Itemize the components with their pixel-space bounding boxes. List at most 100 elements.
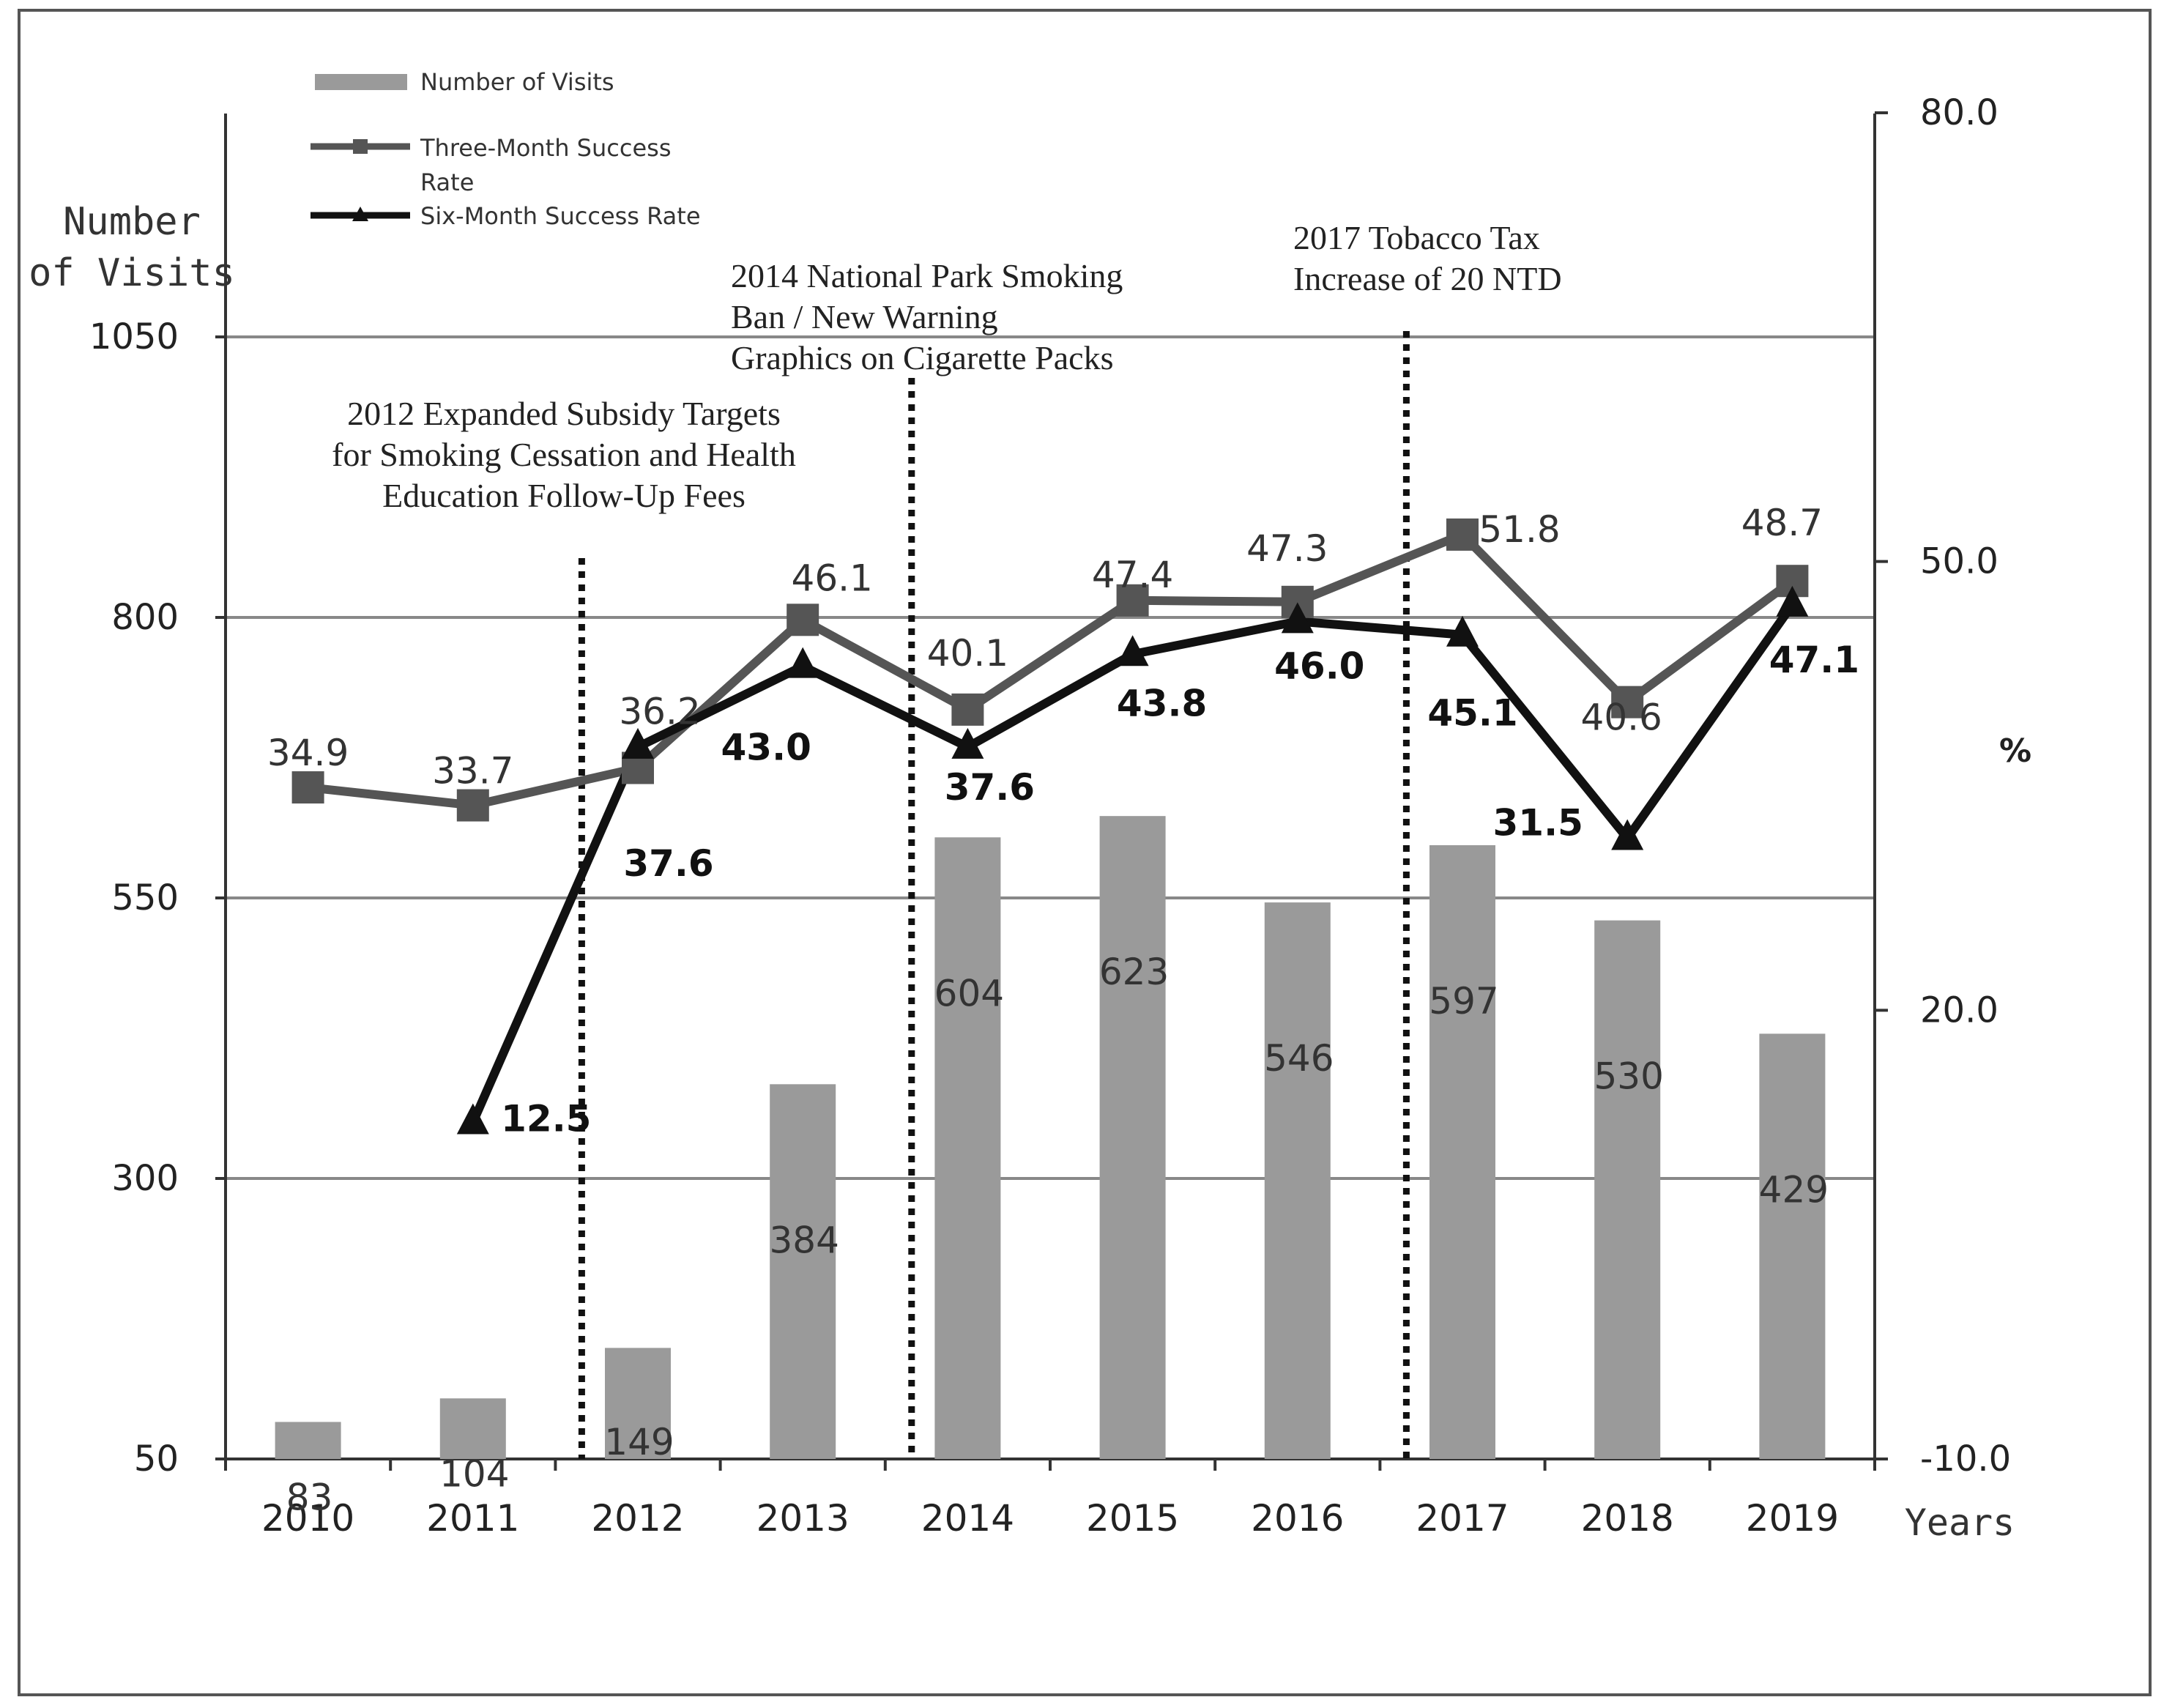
legend-marker-square-icon <box>353 139 368 154</box>
legend-label-three-month-line1: Three-Month Success <box>420 134 671 162</box>
visits-bar <box>1594 920 1661 1459</box>
x-axis-tick-label: 2018 <box>1581 1497 1674 1540</box>
visits-bar-label: 604 <box>934 972 1004 1014</box>
three-month-rate-label: 36.2 <box>619 690 700 732</box>
three-month-rate-label: 34.9 <box>267 732 349 774</box>
three-month-rate-point <box>456 789 489 822</box>
event-annotation-text: for Smoking Cessation and Health <box>332 436 796 473</box>
three-month-rate-point <box>787 604 819 636</box>
six-month-rate-label: 37.6 <box>623 842 713 885</box>
legend-swatch-visits <box>315 74 407 90</box>
visits-bar-label: 104 <box>439 1452 509 1495</box>
legend-label-six-month: Six-Month Success Rate <box>420 202 701 230</box>
x-axis-title: Years <box>1905 1501 2015 1544</box>
six-month-rate-label: 31.5 <box>1493 801 1583 844</box>
visits-bar <box>934 837 1001 1459</box>
left-axis-tick-label: 550 <box>111 877 179 918</box>
legend: Number of Visits Three-Month Success Rat… <box>311 68 701 230</box>
event-annotation-text: Graphics on Cigarette Packs <box>731 339 1113 376</box>
visits-bar <box>275 1422 341 1459</box>
right-axis-tick-label: 20.0 <box>1920 989 1998 1031</box>
x-axis-tick-label: 2012 <box>591 1497 684 1540</box>
six-month-rate-point <box>787 647 819 678</box>
six-month-rate-point <box>1611 819 1644 850</box>
success-rate-lines <box>291 518 1809 1135</box>
left-axis-title: Number of Visits <box>29 200 235 295</box>
three-month-rate-point <box>1611 686 1644 719</box>
visits-bar <box>1099 816 1166 1459</box>
three-month-rate-point <box>291 771 324 804</box>
legend-label-three-month-line2: Rate <box>420 168 474 196</box>
three-month-rate-label: 51.8 <box>1479 508 1560 551</box>
legend-label-visits: Number of Visits <box>420 68 614 96</box>
legend-marker-triangle-icon <box>352 207 368 221</box>
data-labels: 83 104 149 384 604 623 546 597 530 429 34.9 33.7 36.… <box>267 502 1859 1518</box>
event-annotation-text: 2014 National Park Smoking <box>731 257 1123 294</box>
x-axis-tick-label: 2014 <box>921 1497 1014 1540</box>
visits-bar-label: 384 <box>769 1219 839 1261</box>
three-month-rate-label: 40.6 <box>1581 697 1662 739</box>
three-month-rate-point <box>951 693 984 726</box>
visits-bar <box>1759 1033 1826 1459</box>
x-axis-tick-label: 2010 <box>261 1497 354 1540</box>
six-month-rate-point <box>622 727 654 759</box>
visits-bar-label: 546 <box>1264 1037 1334 1080</box>
visits-bar-label: 530 <box>1594 1055 1663 1098</box>
right-axis-tick-label: 80.0 <box>1920 92 1998 133</box>
left-axis-tick-label: 1050 <box>89 316 179 357</box>
event-annotation-text: 2012 Expanded Subsidy Targets <box>347 395 781 432</box>
six-month-rate-label: 43.8 <box>1117 682 1207 724</box>
event-markers: 2012 Expanded Subsidy Targets for Smoking… <box>332 219 1562 1459</box>
three-month-rate-point <box>1116 584 1149 617</box>
six-month-rate-label: 12.5 <box>501 1098 591 1140</box>
three-month-rate-point <box>1446 518 1479 551</box>
x-axis-tick-label: 2011 <box>426 1497 519 1540</box>
visits-bar <box>605 1348 671 1459</box>
x-axis-tick-label: 2019 <box>1746 1497 1839 1540</box>
right-axis-tick-label: -10.0 <box>1920 1438 2011 1479</box>
three-month-rate-label: 47.4 <box>1092 554 1173 596</box>
six-month-rate-label: 45.1 <box>1427 692 1517 735</box>
visits-bar-label: 429 <box>1759 1168 1829 1211</box>
six-month-rate-label: 37.6 <box>945 766 1035 809</box>
six-month-rate-point <box>1116 635 1149 667</box>
visits-bar <box>439 1398 506 1459</box>
three-month-rate-label: 33.7 <box>432 750 513 792</box>
right-axis-title: % <box>1999 732 2031 770</box>
three-month-rate-label: 48.7 <box>1741 502 1823 544</box>
six-month-rate-point <box>456 1103 489 1135</box>
six-month-rate-label: 46.0 <box>1274 645 1364 687</box>
event-annotation-text: 2017 Tobacco Tax <box>1293 219 1540 256</box>
six-month-rate-point <box>1281 602 1314 634</box>
left-axis-title-line1: Number <box>63 200 201 244</box>
three-month-rate-label: 40.1 <box>927 632 1008 675</box>
visits-bars <box>275 816 1826 1459</box>
six-month-rate-label: 43.0 <box>721 727 811 769</box>
visits-bar <box>1429 844 1495 1459</box>
six-month-rate-label: 47.1 <box>1769 639 1859 681</box>
visits-bar <box>1264 902 1331 1459</box>
left-axis-tick-label: 50 <box>134 1438 179 1479</box>
x-axis-tick-label: 2016 <box>1251 1497 1344 1540</box>
left-axis-tick-label: 800 <box>111 597 179 638</box>
left-axis-title-line2: of Visits <box>29 251 235 295</box>
six-month-rate-point <box>951 727 984 759</box>
event-annotation-text: Education Follow-Up Fees <box>382 477 745 514</box>
x-axis-tick-label: 2015 <box>1086 1497 1179 1540</box>
event-annotation-text: Ban / New Warning <box>731 298 998 335</box>
visits-bar <box>770 1084 836 1459</box>
six-month-rate-point <box>1776 585 1809 617</box>
right-axis-tick-label: 50.0 <box>1920 541 1998 582</box>
x-axis-tick-label: 2017 <box>1416 1497 1509 1540</box>
left-axis-tick-label: 300 <box>111 1158 179 1199</box>
three-month-rate-line <box>307 530 1795 810</box>
visits-bar-label: 83 <box>286 1476 333 1518</box>
visits-bar-label: 597 <box>1429 980 1498 1022</box>
three-month-rate-label: 46.1 <box>792 557 873 599</box>
visits-bar-label: 149 <box>604 1421 674 1463</box>
visits-bar-label: 623 <box>1099 951 1169 993</box>
x-axis-tick-label: 2013 <box>756 1497 849 1540</box>
event-annotation-text: Increase of 20 NTD <box>1293 260 1562 297</box>
six-month-rate-point <box>1446 615 1479 647</box>
